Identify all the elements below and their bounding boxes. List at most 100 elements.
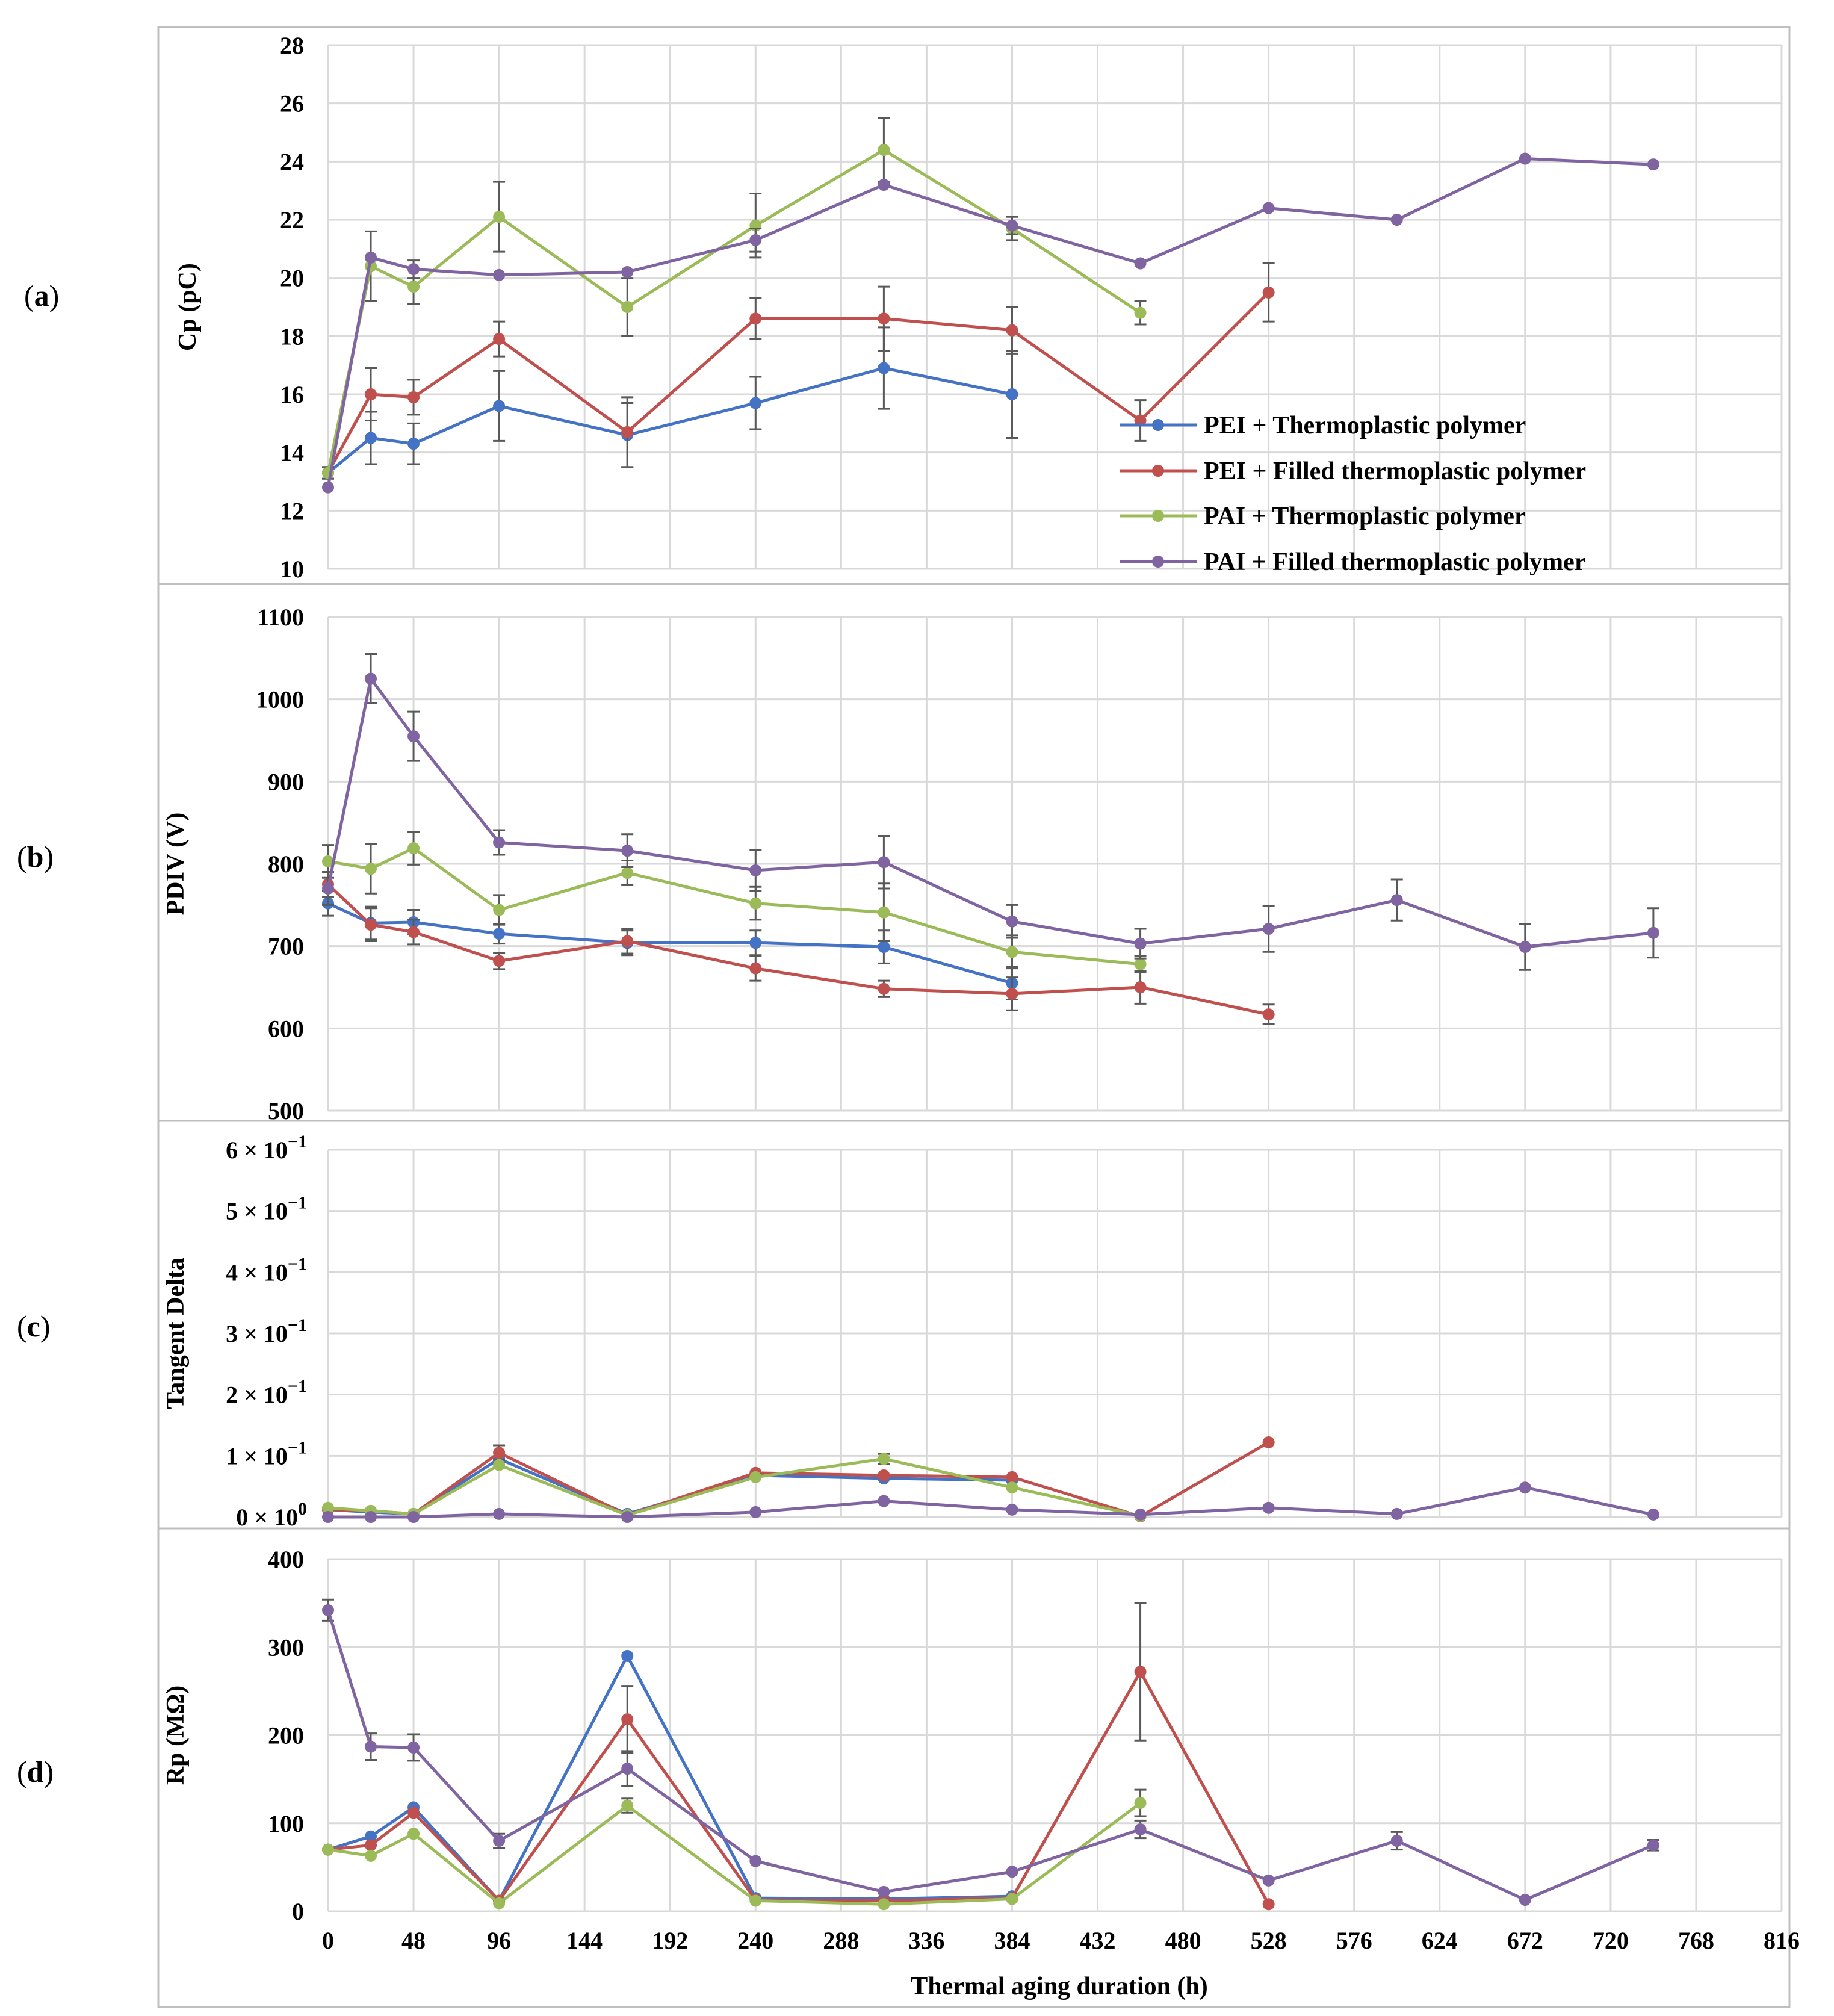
panel-d-point-pai-thermoplastic-polymer-384 — [1006, 1893, 1018, 1905]
panel-a-point-pei-filled-thermoplastic-polymer-24 — [365, 388, 377, 400]
panel-b-point-pai-filled-thermoplastic-polymer-0 — [322, 882, 334, 895]
panel-d-point-pai-filled-thermoplastic-polymer-384 — [1006, 1866, 1018, 1878]
panel-a-series-pai-filled-thermoplastic-polymer — [322, 152, 1659, 494]
x-tick-288: 288 — [823, 1927, 859, 1954]
legend-label-pai-filled: PAI + Filled thermoplastic polymer — [1204, 548, 1585, 576]
panel-a-point-pei-filled-thermoplastic-polymer-168 — [621, 426, 634, 438]
panel-c-y-axis-title: Tangent Delta — [162, 1258, 190, 1409]
panel-d-point-pai-thermoplastic-polymer-456 — [1134, 1797, 1147, 1810]
panel-d-point-pai-thermoplastic-polymer-312 — [878, 1898, 890, 1911]
panel-d-series-pei-filled-thermoplastic-polymer — [322, 1602, 1275, 1911]
panel-c-ytick-1: 1 × 10−1 — [226, 1438, 307, 1469]
x-tick-528: 528 — [1251, 1927, 1287, 1954]
legend-label-pai-thermoplastic: PAI + Thermoplastic polymer — [1204, 503, 1526, 530]
panel-d-point-pai-filled-thermoplastic-polymer-528 — [1262, 1874, 1275, 1887]
panel-d-point-pai-filled-thermoplastic-polymer-312 — [878, 1885, 890, 1898]
panel-b-point-pai-thermoplastic-polymer-240 — [749, 897, 762, 910]
panel-d-point-pai-filled-thermoplastic-polymer-96 — [493, 1835, 506, 1847]
panel-a-ytick-6: 22 — [280, 206, 304, 234]
panel-a-point-pei-thermoplastic-polymer-384 — [1006, 388, 1018, 400]
panel-b-ytick-2: 700 — [268, 933, 304, 960]
panel-d-point-pai-thermoplastic-polymer-24 — [365, 1849, 377, 1862]
panel-d-point-pai-thermoplastic-polymer-96 — [493, 1897, 506, 1909]
panel-c-ytick-2: 2 × 10−1 — [226, 1377, 307, 1409]
panel-d-point-pai-filled-thermoplastic-polymer-0 — [322, 1604, 334, 1616]
panel-c-frame — [157, 1120, 1791, 1530]
panel-b-point-pai-filled-thermoplastic-polymer-528 — [1262, 922, 1275, 935]
panel-a-point-pai-filled-thermoplastic-polymer-24 — [365, 251, 377, 264]
panel-c-ytick-0: 0 × 100 — [236, 1499, 307, 1531]
panel-b-point-pai-filled-thermoplastic-polymer-240 — [749, 864, 762, 876]
panel-c-point-pei-filled-thermoplastic-polymer-384 — [1006, 1471, 1018, 1483]
panel-c-point-pai-thermoplastic-polymer-0 — [322, 1501, 334, 1514]
panel-d-ytick-0: 0 — [292, 1898, 304, 1925]
x-tick-624: 624 — [1422, 1927, 1458, 1954]
panel-a-point-pei-filled-thermoplastic-polymer-48 — [407, 391, 420, 403]
legend-label-pei-thermoplastic: PEI + Thermoplastic polymer — [1204, 412, 1526, 439]
panel-b-series-pai-thermoplastic-polymer — [322, 831, 1147, 973]
panel-c-tangent-delta: 0 × 100 1 × 10−1 2 × 10−1 3 × 10−1 4 × 10−1 5… — [162, 1132, 1783, 1531]
panel-b-point-pei-filled-thermoplastic-polymer-48 — [407, 926, 420, 938]
panel-d-point-pai-filled-thermoplastic-polymer-456 — [1134, 1823, 1147, 1835]
panel-d-point-pei-filled-thermoplastic-polymer-24 — [365, 1839, 377, 1852]
panel-d-line-pei-filled-thermoplastic-polymer — [327, 1670, 1270, 1905]
panel-d-point-pei-thermoplastic-polymer-24 — [365, 1830, 377, 1843]
panel-b-ytick-6: 1100 — [257, 604, 304, 631]
panel-a-point-pei-filled-thermoplastic-polymer-240 — [749, 312, 762, 325]
panel-b-point-pai-thermoplastic-polymer-384 — [1006, 946, 1018, 958]
x-tick-432: 432 — [1080, 1927, 1116, 1954]
panel-a-point-pei-thermoplastic-polymer-96 — [493, 400, 506, 412]
panel-b-point-pai-filled-thermoplastic-polymer-312 — [878, 856, 890, 869]
panel-b-point-pai-filled-thermoplastic-polymer-600 — [1390, 894, 1403, 907]
panel-a-point-pai-filled-thermoplastic-polymer-312 — [878, 179, 890, 191]
panel-c-point-pai-filled-thermoplastic-polymer-240 — [749, 1506, 762, 1518]
panel-label-d: (d) — [17, 1755, 54, 1788]
panel-a-series-pai-thermoplastic-polymer — [322, 117, 1147, 480]
panel-label-c: (c) — [17, 1309, 51, 1343]
panel-d-point-pei-filled-thermoplastic-polymer-48 — [407, 1807, 420, 1819]
panel-a-point-pei-filled-thermoplastic-polymer-96 — [493, 333, 506, 346]
x-axis-title: Thermal aging duration (h) — [911, 1973, 1208, 2000]
panel-b-series-pai-filled-thermoplastic-polymer — [322, 653, 1659, 971]
panel-d-point-pai-thermoplastic-polymer-168 — [621, 1799, 634, 1812]
panel-a-ytick-1: 12 — [280, 497, 304, 524]
panel-b-point-pai-filled-thermoplastic-polymer-24 — [365, 672, 377, 685]
panel-c-point-pei-filled-thermoplastic-polymer-528 — [1262, 1436, 1275, 1448]
panel-d-point-pai-filled-thermoplastic-polymer-168 — [621, 1763, 634, 1775]
panel-d-ytick-1: 100 — [268, 1810, 304, 1837]
panel-a-series-pei-filled-thermoplastic-polymer — [322, 262, 1275, 480]
legend-marker-pai-thermoplastic — [1152, 510, 1164, 522]
x-tick-816: 816 — [1764, 1927, 1800, 1954]
legend-marker-pei-filled — [1152, 465, 1164, 477]
panel-b-point-pei-thermoplastic-polymer-240 — [749, 937, 762, 949]
panel-a-line-pei-filled-thermoplastic-polymer — [326, 291, 1270, 474]
panel-a-point-pei-filled-thermoplastic-polymer-312 — [878, 312, 890, 325]
panel-b-point-pai-filled-thermoplastic-polymer-48 — [407, 730, 420, 743]
panel-b-ytick-0: 500 — [268, 1097, 304, 1124]
panel-a-ytick-9: 28 — [280, 32, 304, 59]
panel-c-series-pai-filled-thermoplastic-polymer — [322, 1481, 1659, 1523]
panel-a-point-pai-filled-thermoplastic-polymer-744 — [1647, 158, 1659, 171]
x-tick-0: 0 — [322, 1927, 334, 1954]
panel-c-point-pai-thermoplastic-polymer-240 — [749, 1471, 762, 1483]
panel-label-b: (b) — [17, 840, 54, 873]
panel-c-point-pai-filled-thermoplastic-polymer-744 — [1647, 1508, 1659, 1521]
panel-c-line-pai-filled-thermoplastic-polymer — [328, 1486, 1654, 1519]
panel-b-point-pei-thermoplastic-polymer-312 — [878, 941, 890, 954]
panel-b-point-pei-thermoplastic-polymer-96 — [493, 928, 506, 940]
panel-a-point-pai-filled-thermoplastic-polymer-384 — [1006, 219, 1018, 232]
panel-d-point-pei-filled-thermoplastic-polymer-528 — [1262, 1898, 1275, 1911]
panel-d-frame — [157, 1527, 1791, 2008]
panel-a-point-pei-thermoplastic-polymer-48 — [407, 438, 420, 450]
panel-c-point-pei-filled-thermoplastic-polymer-96 — [493, 1447, 506, 1459]
panel-d-ytick-4: 400 — [268, 1546, 304, 1573]
panel-a-ytick-4: 18 — [280, 323, 304, 350]
panel-b-ytick-1: 600 — [268, 1015, 304, 1042]
panel-a-line-pai-thermoplastic-polymer — [326, 148, 1141, 474]
panel-a-ytick-2: 14 — [280, 439, 304, 467]
panel-d-point-pai-filled-thermoplastic-polymer-672 — [1519, 1893, 1531, 1906]
panel-a-ytick-8: 26 — [280, 90, 304, 117]
panel-a-point-pei-thermoplastic-polymer-24 — [365, 432, 377, 444]
panel-b-ytick-5: 1000 — [256, 686, 304, 713]
